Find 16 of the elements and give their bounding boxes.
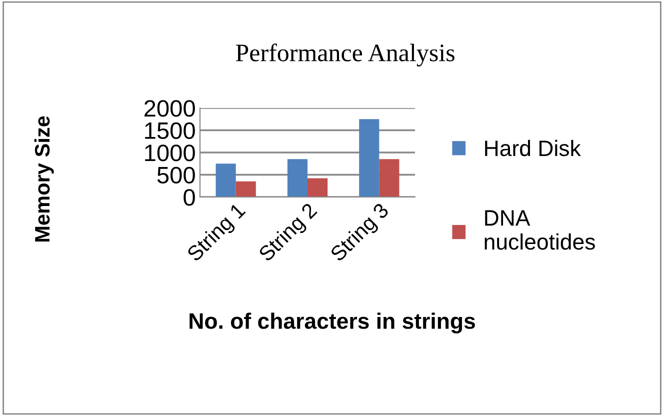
chart-title: Performance Analysis [236, 44, 454, 66]
y-tick-label: 2000 [144, 100, 195, 117]
bar [359, 119, 380, 197]
y-tick-label: 500 [157, 166, 195, 184]
y-tick-label: 1000 [145, 144, 195, 162]
bar [236, 181, 256, 197]
x-axis-title: No. of characters in strings [190, 312, 475, 334]
legend-label: DNA nucleotides [484, 210, 595, 250]
bar [379, 159, 400, 197]
bar [308, 178, 328, 197]
y-axis-title: Memory Size [34, 116, 54, 242]
legend-label: Hard Disk [485, 140, 581, 156]
bar [216, 164, 236, 197]
bar [287, 159, 308, 197]
y-tick-label: 1500 [145, 122, 195, 140]
y-tick-label: 0 [184, 189, 195, 206]
